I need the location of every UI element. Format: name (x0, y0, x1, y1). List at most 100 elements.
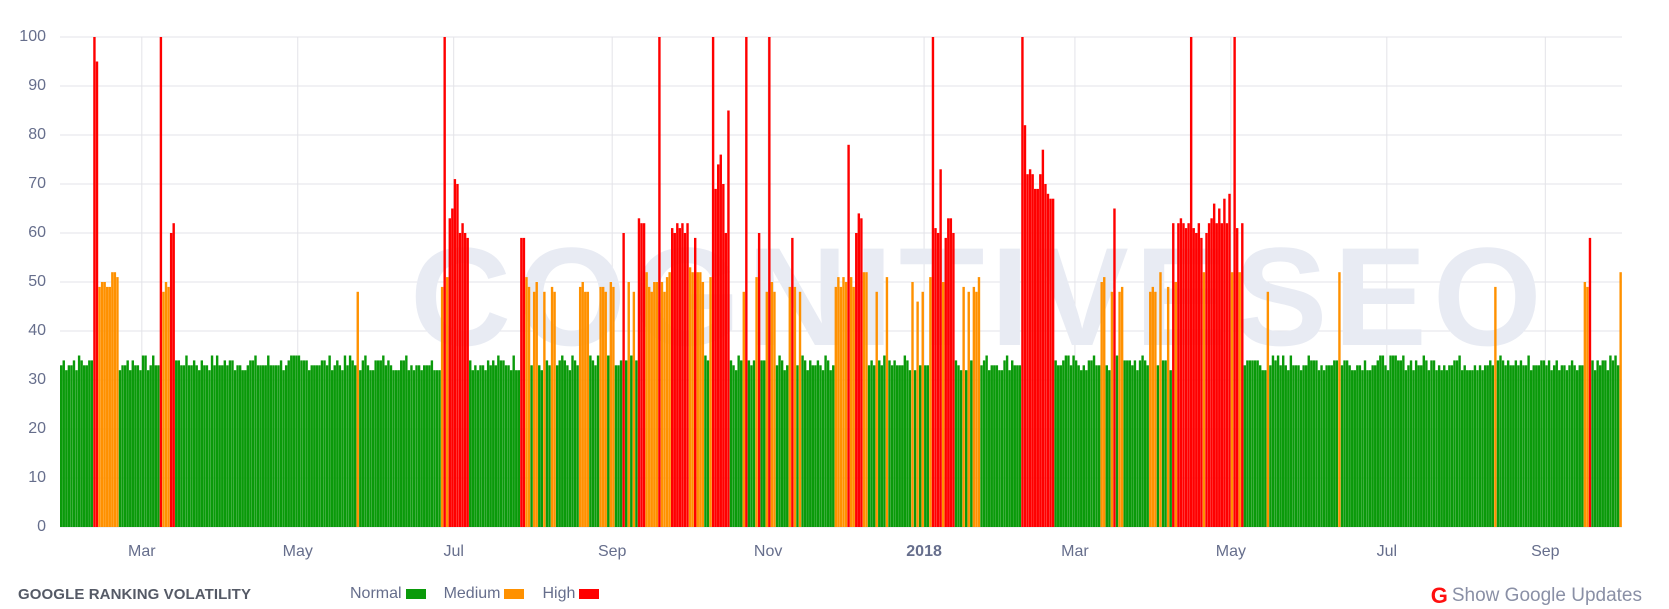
bar[interactable] (492, 360, 495, 527)
bar[interactable] (1391, 355, 1395, 528)
bar[interactable] (1545, 365, 1548, 527)
bar[interactable] (888, 360, 891, 527)
bar[interactable] (1478, 365, 1482, 527)
bar[interactable] (1149, 291, 1152, 527)
bar[interactable] (359, 370, 362, 527)
bar[interactable] (1197, 223, 1201, 527)
bar[interactable] (512, 355, 515, 528)
bar[interactable] (1192, 228, 1195, 527)
bar[interactable] (98, 286, 101, 527)
bar[interactable] (1466, 370, 1469, 527)
legend-item-medium[interactable]: Medium (444, 585, 525, 603)
bar[interactable] (791, 237, 794, 527)
bar[interactable] (1575, 370, 1579, 527)
bar[interactable] (612, 286, 615, 527)
bar[interactable] (479, 365, 482, 527)
bar[interactable] (139, 370, 142, 527)
bar[interactable] (141, 355, 145, 528)
bar[interactable] (839, 286, 843, 527)
bar[interactable] (494, 365, 498, 527)
bar[interactable] (1223, 198, 1226, 527)
bar[interactable] (727, 110, 730, 528)
bar[interactable] (1522, 365, 1525, 527)
bar[interactable] (747, 360, 751, 527)
bar[interactable] (568, 370, 572, 527)
bar[interactable] (371, 370, 375, 527)
bar[interactable] (573, 360, 577, 527)
bar[interactable] (604, 291, 607, 527)
bar[interactable] (780, 360, 784, 527)
bar[interactable] (913, 370, 917, 527)
bar[interactable] (1583, 282, 1587, 527)
bar[interactable] (768, 37, 771, 527)
bar[interactable] (737, 355, 740, 528)
bar[interactable] (998, 370, 1001, 527)
bar[interactable] (903, 355, 907, 528)
bar[interactable] (819, 365, 822, 527)
bar[interactable] (1504, 365, 1507, 527)
bar[interactable] (627, 282, 630, 527)
bar[interactable] (543, 291, 546, 527)
bar[interactable] (709, 277, 712, 527)
bar[interactable] (320, 360, 324, 527)
bar[interactable] (348, 355, 352, 528)
bar[interactable] (729, 360, 733, 527)
bar[interactable] (1325, 365, 1328, 527)
bar[interactable] (844, 282, 848, 527)
bar[interactable] (272, 365, 275, 527)
bar[interactable] (931, 37, 935, 527)
bar[interactable] (699, 272, 702, 527)
bar[interactable] (1570, 360, 1574, 527)
bar[interactable] (714, 188, 717, 527)
bar[interactable] (1601, 360, 1604, 527)
bar[interactable] (847, 144, 850, 528)
bar[interactable] (203, 365, 206, 527)
bar[interactable] (113, 272, 117, 527)
bar[interactable] (964, 370, 968, 527)
bar[interactable] (313, 365, 316, 527)
bar[interactable] (522, 237, 526, 527)
bar[interactable] (650, 291, 653, 527)
bar[interactable] (875, 291, 878, 527)
bar[interactable] (1494, 286, 1497, 527)
bar[interactable] (571, 355, 574, 528)
bar[interactable] (855, 233, 858, 527)
bar[interactable] (223, 360, 227, 527)
bar[interactable] (251, 360, 255, 527)
bar[interactable] (1131, 365, 1134, 527)
bar[interactable] (553, 291, 556, 527)
bar[interactable] (1179, 218, 1183, 528)
bar[interactable] (1565, 370, 1569, 527)
bar[interactable] (982, 360, 986, 527)
bar[interactable] (811, 365, 815, 527)
bar[interactable] (1453, 360, 1456, 527)
bar[interactable] (668, 272, 671, 527)
bar[interactable] (1389, 355, 1392, 528)
bar[interactable] (1320, 365, 1323, 527)
bar[interactable] (558, 360, 561, 527)
bar[interactable] (635, 360, 638, 527)
bar[interactable] (1517, 365, 1520, 527)
bar[interactable] (300, 360, 303, 527)
bar[interactable] (162, 291, 165, 527)
bar[interactable] (185, 355, 188, 528)
bar[interactable] (924, 365, 927, 527)
bar[interactable] (1054, 360, 1057, 527)
bar[interactable] (1031, 174, 1034, 527)
bar[interactable] (1417, 365, 1420, 527)
bar[interactable] (1182, 223, 1185, 527)
bar[interactable] (1156, 365, 1160, 527)
bar[interactable] (1481, 370, 1484, 527)
bar[interactable] (1358, 365, 1362, 527)
bar[interactable] (226, 365, 229, 527)
bar[interactable] (228, 360, 232, 527)
bar[interactable] (1379, 355, 1382, 528)
bar[interactable] (1018, 365, 1022, 527)
bar[interactable] (962, 286, 965, 527)
bar[interactable] (834, 286, 838, 527)
bar[interactable] (926, 365, 930, 527)
bar[interactable] (1258, 365, 1262, 527)
bar[interactable] (1049, 198, 1052, 527)
bar[interactable] (231, 360, 234, 527)
bar[interactable] (1376, 360, 1379, 527)
